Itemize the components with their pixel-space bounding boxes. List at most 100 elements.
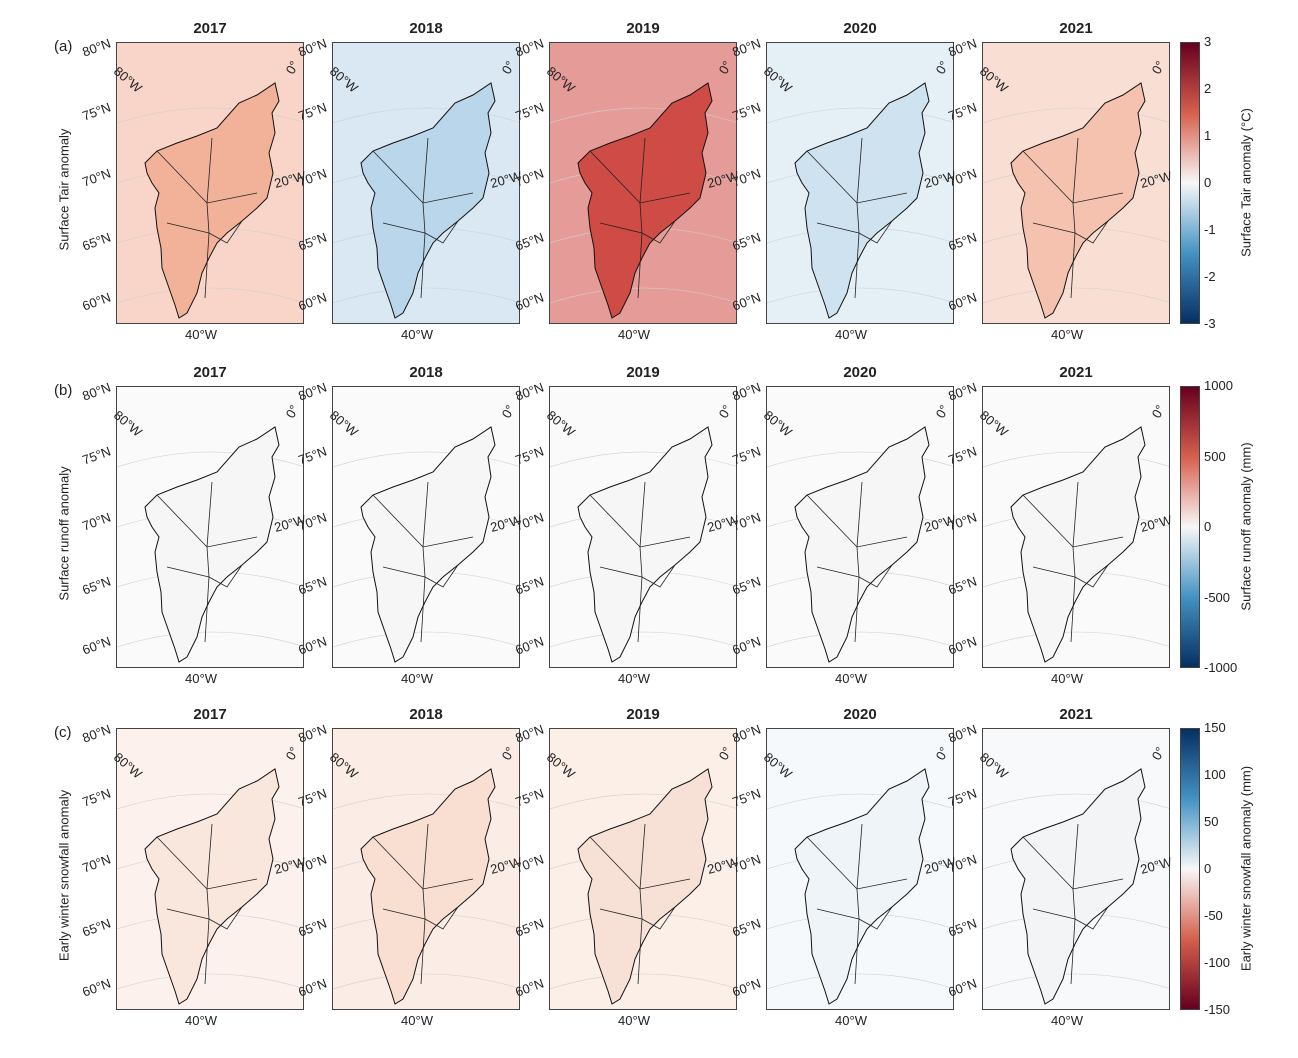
greenland-outline: [1010, 768, 1146, 1005]
greenland-map: [333, 43, 519, 323]
longitude-tick-label: 40°W: [835, 327, 867, 342]
map-panel: [116, 386, 304, 668]
figure-row: (a) Surface Tair anomaly 2017 80°N 75°N 70°N 6…: [0, 20, 1298, 372]
panel-letter: (a): [54, 38, 73, 55]
map-panel: [549, 728, 737, 1010]
greenland-outline: [577, 82, 713, 319]
year-title: 2019: [626, 364, 660, 381]
greenland-map: [333, 387, 519, 667]
longitude-tick-label: 40°W: [835, 671, 867, 686]
drainage-basins: [806, 823, 908, 985]
latitude-label: 65°N: [80, 229, 113, 254]
greenland-map: [117, 387, 303, 667]
panel-letter: (b): [54, 382, 73, 399]
greenland-outline: [360, 768, 496, 1005]
colorbar: [1180, 728, 1200, 1010]
colorbar-tick-label: 0: [1204, 519, 1212, 534]
graticule-line: [983, 107, 1169, 124]
graticule-line: [117, 287, 303, 304]
graticule-line: [550, 631, 736, 648]
colorbar-tick-label: 50: [1204, 814, 1219, 829]
longitude-tick-label: 40°W: [185, 1013, 217, 1028]
colorbar-tick-label: -150: [1204, 1002, 1231, 1017]
drainage-basins: [156, 137, 258, 299]
drainage-basins: [372, 481, 474, 643]
longitude-tick-label: 40°W: [401, 327, 433, 342]
greenland-map: [767, 387, 953, 667]
greenland-outline: [360, 82, 496, 319]
latitude-label: 70°N: [80, 165, 113, 190]
greenland-outline: [144, 426, 280, 663]
drainage-basins: [156, 823, 258, 985]
graticule-line: [117, 107, 303, 124]
map-panel: [549, 42, 737, 324]
longitude-tick-label: 40°W: [618, 327, 650, 342]
longitude-tick-label: 40°W: [401, 1013, 433, 1028]
colorbar-tick-label: -50: [1204, 908, 1223, 923]
latitude-label: 60°N: [80, 289, 113, 314]
map-panel: [116, 728, 304, 1010]
latitude-label: 80°N: [296, 721, 329, 746]
latitude-label: 80°N: [946, 35, 979, 60]
latitude-label: 70°N: [80, 509, 113, 534]
map-panel: [766, 728, 954, 1010]
graticule-line: [550, 107, 736, 124]
year-title: 2017: [193, 20, 227, 37]
year-title: 2019: [626, 706, 660, 723]
graticule-line: [333, 287, 519, 304]
graticule-line: [767, 107, 953, 124]
colorbar-tick-label: -1000: [1204, 660, 1238, 675]
map-panel: [332, 728, 520, 1010]
greenland-map: [983, 43, 1169, 323]
drainage-basins: [1022, 823, 1124, 985]
longitude-tick-label: 40°W: [618, 671, 650, 686]
latitude-label: 80°N: [946, 379, 979, 404]
latitude-label: 60°N: [80, 633, 113, 658]
latitude-label: 70°N: [80, 851, 113, 876]
graticule-line: [117, 973, 303, 990]
latitude-label: 80°N: [80, 35, 113, 60]
drainage-basins: [156, 481, 258, 643]
graticule-line: [767, 973, 953, 990]
latitude-label: 80°N: [513, 35, 546, 60]
map-panel: [982, 728, 1170, 1010]
longitude-tick-label: 40°W: [185, 671, 217, 686]
drainage-basins: [372, 137, 474, 299]
graticule-line: [333, 107, 519, 124]
latitude-label: 80°N: [946, 721, 979, 746]
colorbar: [1180, 386, 1200, 668]
graticule-line: [117, 451, 303, 468]
year-title: 2017: [193, 364, 227, 381]
longitude-tick-label: 40°W: [1051, 1013, 1083, 1028]
year-title: 2019: [626, 20, 660, 37]
greenland-map: [333, 729, 519, 1009]
latitude-label: 65°N: [80, 915, 113, 940]
latitude-label: 75°N: [80, 785, 113, 810]
latitude-label: 80°N: [730, 35, 763, 60]
graticule-line: [333, 631, 519, 648]
greenland-map: [117, 729, 303, 1009]
map-panel: [332, 42, 520, 324]
drainage-basins: [806, 137, 908, 299]
longitude-tick-label: 40°W: [401, 671, 433, 686]
graticule-line: [333, 793, 519, 810]
latitude-label: 80°N: [730, 379, 763, 404]
map-panel: [766, 386, 954, 668]
latitude-label: 80°N: [296, 35, 329, 60]
graticule-line: [983, 451, 1169, 468]
greenland-outline: [144, 82, 280, 319]
latitude-label: 75°N: [80, 99, 113, 124]
year-title: 2018: [409, 364, 443, 381]
greenland-map: [983, 387, 1169, 667]
map-panel: [982, 386, 1170, 668]
colorbar-tick-label: -3: [1204, 316, 1216, 331]
greenland-map: [767, 729, 953, 1009]
year-title: 2020: [843, 706, 877, 723]
greenland-map: [550, 43, 736, 323]
graticule-line: [767, 287, 953, 304]
colorbar-tick-label: 2: [1204, 81, 1212, 96]
colorbar-tick-label: -100: [1204, 955, 1231, 970]
latitude-label: 80°N: [80, 379, 113, 404]
colorbar-tick-label: -2: [1204, 269, 1216, 284]
latitude-label: 80°N: [730, 721, 763, 746]
